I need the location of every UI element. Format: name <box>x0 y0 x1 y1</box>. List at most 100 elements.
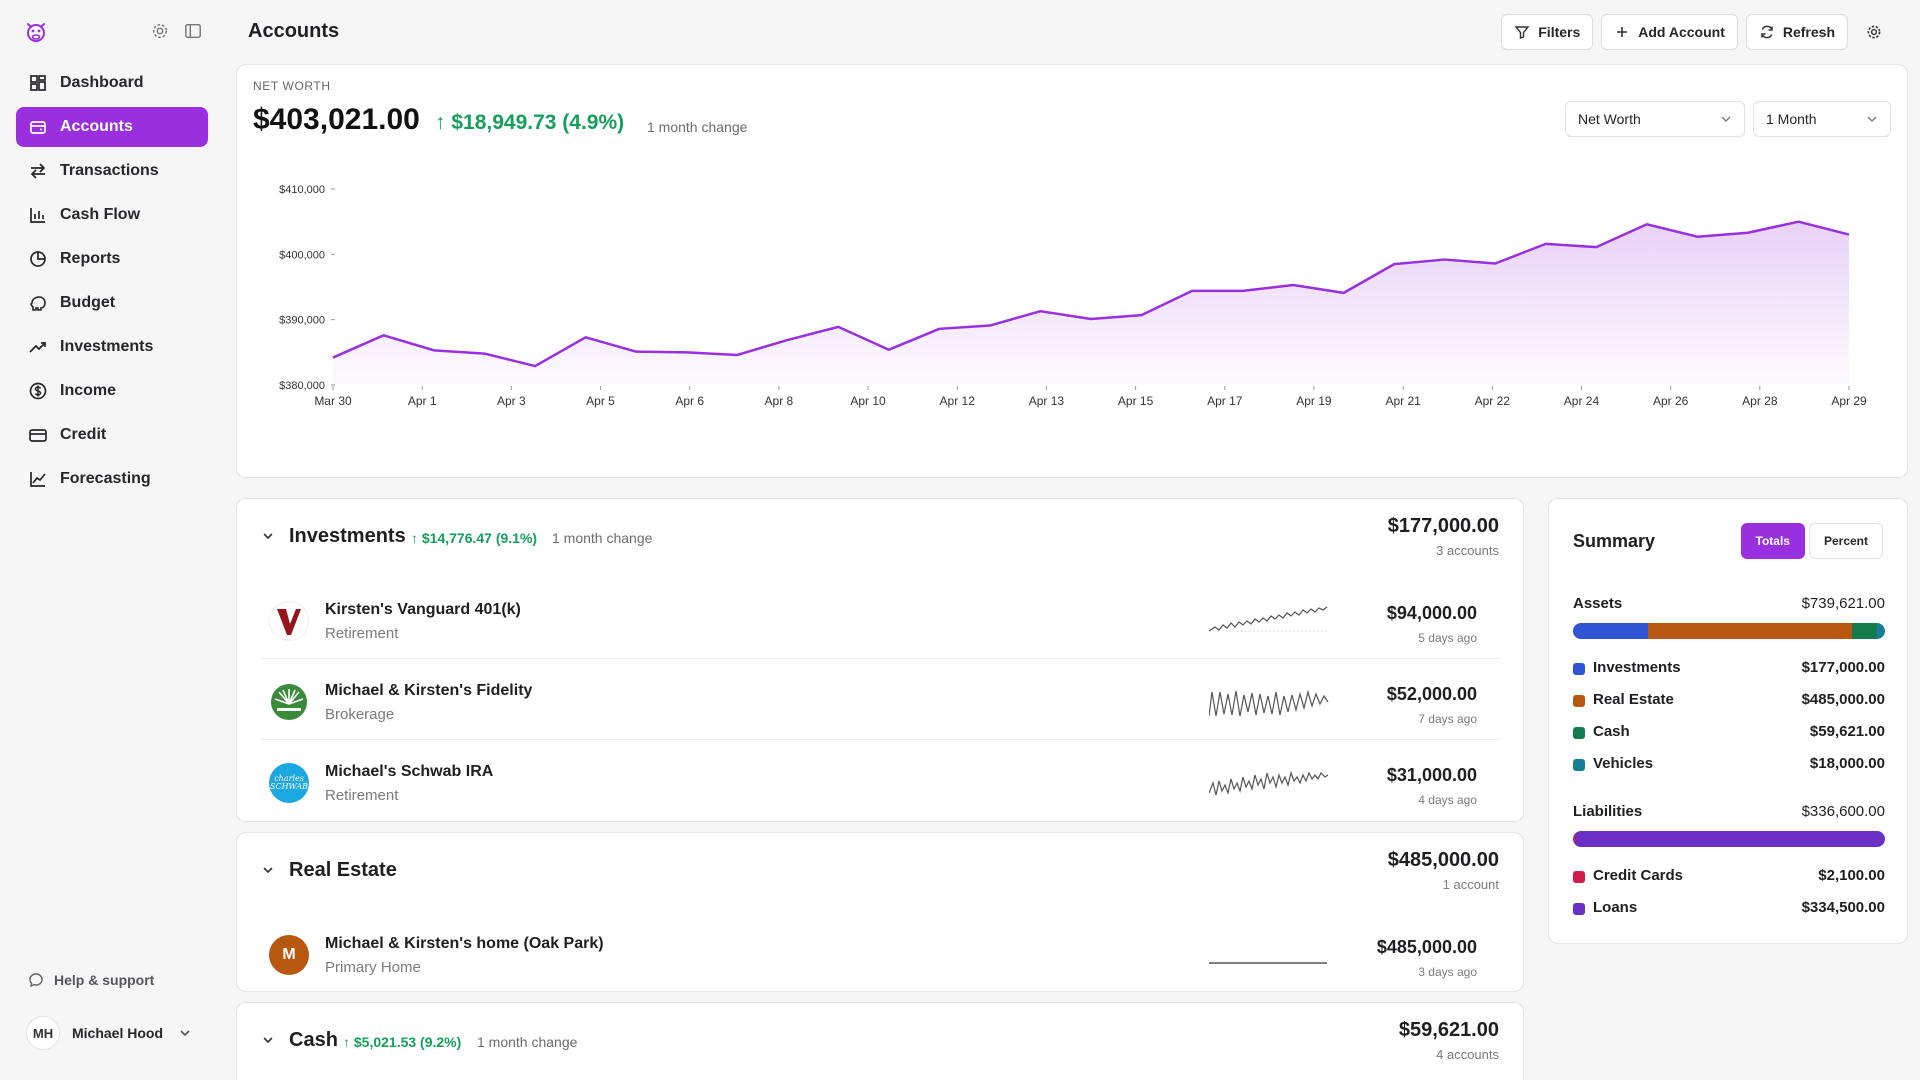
legend-item-real-estate: Real Estate $485,000.00 <box>1573 689 1885 721</box>
x-tick-label: Apr 10 <box>850 394 886 408</box>
period-select[interactable]: 1 Month <box>1753 101 1891 137</box>
sidebar-item-label: Dashboard <box>60 74 144 91</box>
investments-section-header[interactable]: Investments ↑ $14,776.47 (9.1%) 1 month … <box>237 499 1523 579</box>
account-name: Michael's Schwab IRA <box>325 763 494 780</box>
assets-total: $739,621.00 <box>1801 595 1885 612</box>
section-title: Investments <box>289 525 406 547</box>
x-tick-label: Apr 12 <box>940 394 976 408</box>
account-row[interactable]: M Michael & Kirsten's home (Oak Park) Pr… <box>261 913 1501 993</box>
chat-bubble-icon <box>29 973 43 988</box>
account-updated: 7 days ago <box>1418 712 1477 726</box>
user-name: Michael Hood <box>72 1025 164 1041</box>
sidebar-item-dashboard[interactable]: Dashboard <box>16 63 208 103</box>
bar-segment-cash[interactable] <box>1852 623 1878 639</box>
summary-title: Summary <box>1573 531 1656 551</box>
legend-label: Credit Cards <box>1593 867 1684 884</box>
sidebar-item-budget[interactable]: Budget <box>16 283 208 323</box>
sidebar-item-credit[interactable]: Credit <box>16 415 208 455</box>
net-worth-chart[interactable]: $380,000 $390,000 $400,000 $410,000 Mar 30 Ap… <box>237 159 1909 479</box>
filters-button[interactable]: Filters <box>1501 14 1594 50</box>
legend-value: $2,100.00 <box>1818 867 1885 884</box>
add-account-button[interactable]: Add Account <box>1601 14 1738 50</box>
sidebar-item-transactions[interactable]: Transactions <box>16 151 208 191</box>
settings-gear-icon[interactable] <box>151 22 169 40</box>
legend-item-loans: Loans $334,500.00 <box>1573 897 1885 929</box>
refresh-label: Refresh <box>1782 24 1835 40</box>
percent-toggle-button[interactable]: Percent <box>1808 523 1883 559</box>
totals-toggle-button[interactable]: Totals <box>1740 523 1805 559</box>
section-title: Cash <box>289 1029 338 1051</box>
chevron-down-icon[interactable] <box>261 529 275 543</box>
bar-segment-real-estate[interactable] <box>1647 623 1853 639</box>
x-tick-label: Apr 29 <box>1831 394 1867 408</box>
section-change: ↑ $5,021.53 (9.2%) <box>343 1034 462 1050</box>
sidebar-item-label: Reports <box>60 250 121 267</box>
account-value: $485,000.00 <box>1376 937 1477 957</box>
sidebar-nav: Dashboard Accounts Transactions Cash Flo… <box>16 63 208 503</box>
sidebar-item-label: Budget <box>60 294 116 311</box>
income-icon <box>28 381 48 401</box>
sidebar-item-investments[interactable]: Investments <box>16 327 208 367</box>
account-value: $52,000.00 <box>1386 684 1477 704</box>
account-sparkline <box>1209 770 1329 796</box>
sidebar-item-forecasting[interactable]: Forecasting <box>16 459 208 499</box>
account-row[interactable]: Michael & Kirsten's Fidelity Brokerage $… <box>261 660 1501 740</box>
legend-value: $334,500.00 <box>1801 899 1885 916</box>
account-sparkline <box>1209 962 1327 964</box>
account-sparkline <box>1209 606 1329 632</box>
legend-swatch <box>1573 903 1585 915</box>
bar-segment-loans[interactable] <box>1574 831 1885 847</box>
bar-segment-vehicles[interactable] <box>1877 623 1885 639</box>
user-menu[interactable]: MH Michael Hood <box>26 1016 202 1050</box>
assets-legend: Investments $177,000.00 Real Estate $485… <box>1573 657 1885 785</box>
sidebar-item-reports[interactable]: Reports <box>16 239 208 279</box>
sidebar-item-accounts[interactable]: Accounts <box>16 107 208 147</box>
real-estate-section-header[interactable]: Real Estate $485,000.00 1 account <box>237 833 1523 913</box>
sidebar-item-label: Forecasting <box>60 470 151 487</box>
legend-label: Loans <box>1593 899 1638 916</box>
net-worth-card: NET WORTH $403,021.00 ↑ $18,949.73 (4.9%… <box>236 64 1908 478</box>
metric-select[interactable]: Net Worth <box>1565 101 1745 137</box>
legend-swatch <box>1573 759 1585 771</box>
section-account-count: 4 accounts <box>1436 1047 1499 1062</box>
refresh-button[interactable]: Refresh <box>1745 14 1848 50</box>
gear-icon <box>1867 25 1881 39</box>
y-tick-label: $380,000 <box>279 380 325 392</box>
legend-item-credit-cards: Credit Cards $2,100.00 <box>1573 865 1885 897</box>
sidebar-item-income[interactable]: Income <box>16 371 208 411</box>
sidebar-item-cash-flow[interactable]: Cash Flow <box>16 195 208 235</box>
x-tick-label: Apr 15 <box>1118 394 1154 408</box>
collapse-sidebar-icon[interactable] <box>184 22 202 40</box>
plus-icon <box>1617 27 1628 37</box>
page-settings-button[interactable] <box>1856 14 1892 50</box>
section-title: Real Estate <box>289 859 397 881</box>
account-row[interactable]: Kirsten's Vanguard 401(k) Retirement $94… <box>261 579 1501 659</box>
section-change: ↑ $14,776.47 (9.1%) <box>411 530 538 546</box>
section-change-note: 1 month change <box>477 1034 578 1050</box>
header-actions: Filters Add Account Refresh <box>1501 14 1892 50</box>
net-worth-label: NET WORTH <box>253 79 331 93</box>
avatar: MH <box>26 1016 60 1050</box>
reports-icon <box>28 249 48 269</box>
account-row[interactable]: charles SCHWAB Michael's Schwab IRA Reti… <box>261 741 1501 821</box>
y-tick-label: $410,000 <box>279 184 325 196</box>
x-tick-label: Apr 28 <box>1742 394 1778 408</box>
assets-label: Assets <box>1573 595 1623 612</box>
property-avatar: M <box>269 935 309 975</box>
net-worth-change: ↑ $18,949.73 (4.9%) <box>435 111 625 134</box>
help-support-link[interactable]: Help & support <box>28 972 154 988</box>
cash-section-header[interactable]: Cash ↑ $5,021.53 (9.2%) 1 month change $… <box>237 1003 1523 1080</box>
legend-item-vehicles: Vehicles $18,000.00 <box>1573 753 1885 785</box>
accounts-icon <box>28 117 48 137</box>
legend-item-investments: Investments $177,000.00 <box>1573 657 1885 689</box>
net-worth-change-note: 1 month change <box>647 119 748 135</box>
net-worth-value: $403,021.00 <box>253 103 420 136</box>
cash-section: Cash ↑ $5,021.53 (9.2%) 1 month change $… <box>236 1002 1524 1080</box>
bar-segment-credit-cards[interactable] <box>1573 831 1575 847</box>
app-logo-icon[interactable] <box>22 18 50 46</box>
chevron-down-icon[interactable] <box>261 1033 275 1047</box>
budget-icon <box>28 293 48 313</box>
chevron-down-icon[interactable] <box>261 863 275 877</box>
account-updated: 3 days ago <box>1418 965 1477 979</box>
bar-segment-investments[interactable] <box>1573 623 1648 639</box>
